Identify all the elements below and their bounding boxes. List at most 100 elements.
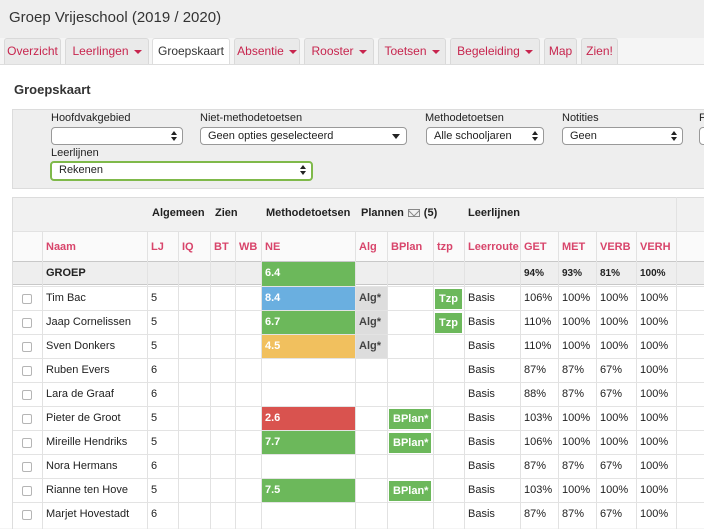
hoofdvak-label: Hoofdvakgebied (51, 112, 131, 124)
student-leerroute: Basis (468, 508, 495, 520)
student-ne-score: 7.7 (261, 431, 355, 455)
row-checkbox[interactable] (22, 366, 32, 376)
column-divider (676, 197, 677, 529)
row-checkbox[interactable] (22, 294, 32, 304)
student-lj: 5 (151, 484, 158, 496)
tab-map[interactable]: Map (544, 38, 577, 64)
student-name[interactable]: Jaap Cornelissen (46, 316, 131, 328)
table-row: Mireille Hendriks 5 7.7 BPlan* Basis 106% 100%… (13, 430, 704, 455)
column-divider (520, 231, 521, 529)
leerlijnen-select[interactable]: Rekenen (50, 161, 313, 181)
student-name[interactable]: Sven Donkers (46, 340, 116, 352)
column-divider (558, 231, 559, 529)
caret-down-icon (133, 49, 142, 54)
tab-label: Begeleiding (457, 44, 520, 58)
student-get-value: 103% (524, 412, 553, 424)
table-row: Lara de Graaf 6 Basis 88% 87% 67% 100% (13, 382, 704, 406)
student-name[interactable]: Ruben Evers (46, 364, 110, 376)
column-header-leerroute[interactable]: Leerroute (468, 241, 519, 253)
tab-label: Map (548, 44, 573, 58)
page-title: Groepskaart (14, 82, 91, 97)
student-get-value: 106% (524, 436, 553, 448)
extra-filter-select[interactable] (699, 127, 704, 145)
tzp-badge[interactable]: Tzp (435, 313, 462, 333)
tab-label: Leerlingen (72, 44, 129, 58)
column-header-lj[interactable]: LJ (151, 241, 164, 253)
plannen-count: (5) (423, 207, 438, 219)
column-divider (387, 231, 388, 529)
column-header-verh[interactable]: VERH (640, 241, 671, 253)
tab-overzicht[interactable]: Overzicht (4, 38, 61, 64)
bplan-badge[interactable]: BPlan* (389, 481, 431, 501)
student-name[interactable]: Pieter de Groot (46, 412, 121, 424)
student-leerroute: Basis (468, 460, 495, 472)
tzp-badge[interactable]: Tzp (435, 289, 462, 309)
table-row: Pieter de Groot 5 2.6 BPlan* Basis 103% 100% 10… (13, 406, 704, 431)
tab-toetsen[interactable]: Toetsen (378, 38, 446, 64)
app-title: Groep Vrijeschool (2019 / 2020) (9, 9, 222, 26)
filter-panel: Hoofdvakgebied Niet-methodetoetsen Geen … (12, 109, 704, 189)
column-header-alg[interactable]: Alg (359, 241, 377, 253)
student-leerroute: Basis (468, 340, 495, 352)
student-verb-value: 100% (600, 484, 629, 496)
student-name[interactable]: Tim Bac (46, 292, 86, 304)
notities-label: Notities (562, 112, 599, 124)
column-header-met[interactable]: MET (562, 241, 586, 253)
column-divider (42, 231, 43, 529)
student-name[interactable]: Marjet Hovestadt (46, 508, 130, 520)
table-row: Tim Bac 5 8.4 Alg* Tzp Basis 106% 100% 100% 100% (13, 286, 704, 311)
mail-icon[interactable] (407, 209, 420, 218)
column-header-get[interactable]: GET (524, 241, 547, 253)
student-name[interactable]: Lara de Graaf (46, 388, 114, 400)
group-header-row: Algemeen Zien Methodetoetsen Plannen (5) … (13, 197, 704, 231)
tab-begeleiding[interactable]: Begeleiding (450, 38, 540, 64)
row-checkbox[interactable] (22, 510, 32, 520)
select-arrows-icon (532, 131, 538, 141)
column-header-iq[interactable]: IQ (182, 241, 194, 253)
row-checkbox[interactable] (22, 342, 32, 352)
group-verb-value: 81% (600, 268, 621, 279)
table-row: Jaap Cornelissen 5 6.7 Alg* Tzp Basis 110% 100%… (13, 310, 704, 335)
row-checkbox[interactable] (22, 318, 32, 328)
tab-absentie[interactable]: Absentie (234, 38, 300, 64)
column-divider (261, 231, 262, 529)
student-lj: 5 (151, 340, 158, 352)
bplan-badge[interactable]: BPlan* (389, 433, 431, 453)
student-name[interactable]: Nora Hermans (46, 460, 118, 472)
bplan-badge[interactable]: BPlan* (389, 409, 431, 429)
column-header-verb[interactable]: VERB (600, 241, 631, 253)
row-checkbox[interactable] (22, 414, 32, 424)
student-leerroute: Basis (468, 316, 495, 328)
tab-leerlingen[interactable]: Leerlingen (65, 38, 149, 64)
row-checkbox[interactable] (22, 390, 32, 400)
column-header-bt[interactable]: BT (214, 241, 229, 253)
alg-plan-badge: Alg* (355, 287, 387, 311)
column-divider (433, 231, 434, 529)
group-name: GROEP (46, 267, 86, 279)
student-name[interactable]: Mireille Hendriks (46, 436, 128, 448)
niet-methode-select[interactable]: Geen opties geselecteerd (200, 127, 407, 145)
tab-zien[interactable]: Zien! (581, 38, 618, 64)
student-verb-value: 67% (600, 508, 623, 520)
student-verh-value: 100% (640, 316, 669, 328)
column-header-bplan[interactable]: BPlan (391, 241, 423, 253)
column-header-ne[interactable]: NE (265, 241, 281, 253)
column-header-naam[interactable]: Naam (46, 241, 76, 253)
group-header-leerlijnen: Leerlijnen (468, 207, 520, 219)
tab-groepskaart[interactable]: Groepskaart (152, 38, 230, 65)
column-header-wb[interactable]: WB (239, 241, 258, 253)
plannen-title: Plannen (361, 207, 404, 219)
column-header-tzp[interactable]: tzp (437, 241, 453, 253)
row-checkbox[interactable] (22, 438, 32, 448)
hoofdvak-select[interactable] (51, 127, 183, 145)
tab-rooster[interactable]: Rooster (304, 38, 374, 64)
group-verh-value: 100% (640, 268, 666, 279)
row-checkbox[interactable] (22, 486, 32, 496)
notities-select[interactable]: Geen (562, 127, 683, 145)
row-checkbox[interactable] (22, 462, 32, 472)
student-met-value: 100% (562, 292, 591, 304)
student-get-value: 87% (524, 508, 547, 520)
methode-select[interactable]: Alle schooljaren (426, 127, 544, 145)
student-name[interactable]: Rianne ten Hove (46, 484, 128, 496)
group-get-value: 94% (524, 268, 545, 279)
